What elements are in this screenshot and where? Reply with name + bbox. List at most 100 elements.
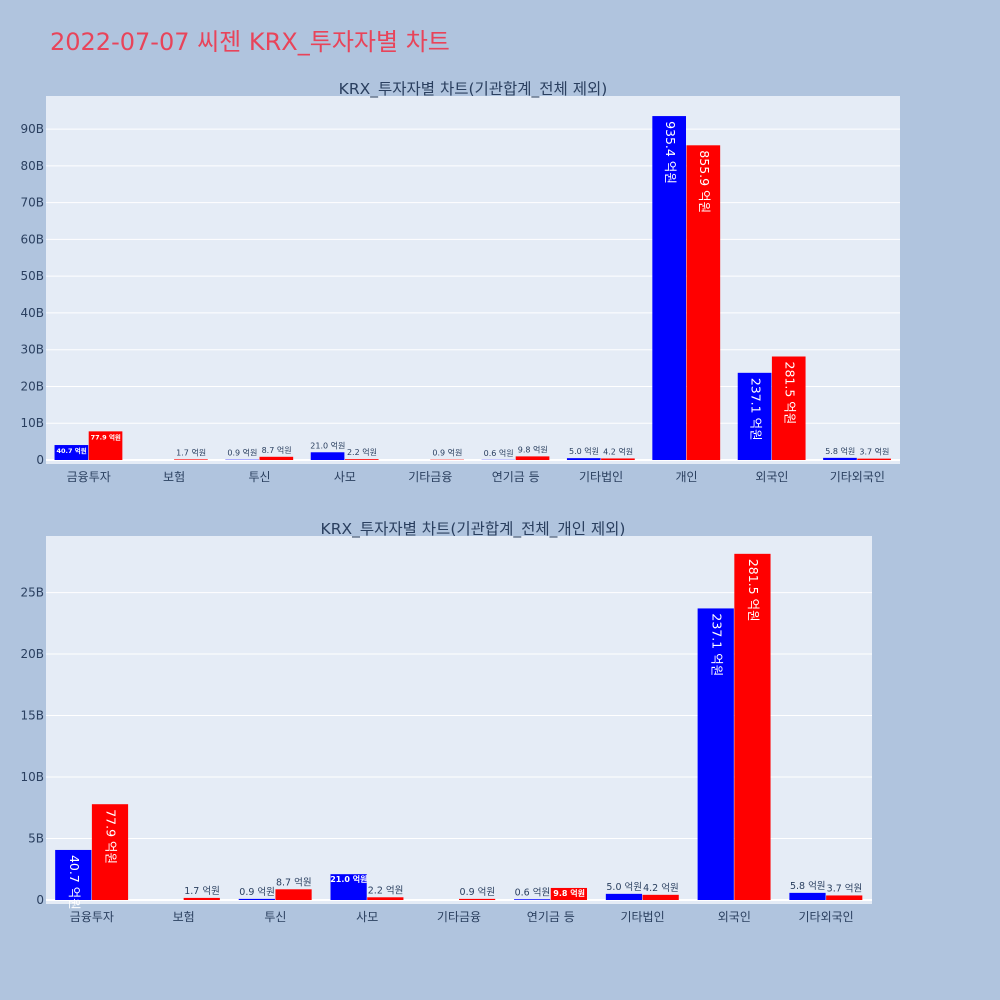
x-tick-label: 기타법인 bbox=[579, 470, 623, 484]
data-label: 9.8 억원 bbox=[553, 888, 585, 898]
bar bbox=[344, 459, 379, 460]
y-tick-label: 20B bbox=[20, 647, 44, 661]
data-label: 281.5 억원 bbox=[746, 559, 761, 622]
bar bbox=[91, 804, 129, 900]
data-label: 5.8 억원 bbox=[825, 446, 855, 456]
y-tick-label: 10B bbox=[20, 770, 44, 784]
data-label: 5.8 억원 bbox=[790, 880, 826, 892]
y-tick-label: 0 bbox=[36, 893, 44, 907]
bar bbox=[275, 889, 312, 900]
x-tick-label: 금융투자 bbox=[67, 470, 111, 484]
data-label: 0.6 억원 bbox=[484, 448, 514, 458]
bar bbox=[515, 456, 550, 460]
data-label: 8.7 억원 bbox=[276, 876, 312, 888]
y-tick-label: 15B bbox=[20, 709, 44, 723]
data-label: 9.8 억원 bbox=[518, 444, 548, 454]
data-label: 5.0 억원 bbox=[606, 881, 642, 893]
chart-bottom: KRX_투자자별 차트(기관합계_전체_개인 제외) 40.7 억원 77.9 억… bbox=[20, 520, 872, 924]
x-tick-label: 금융투자 bbox=[70, 910, 114, 924]
page-title: 2022-07-07 씨젠 KRX_투자자별 차트 bbox=[50, 28, 450, 56]
x-tick-label: 보험 bbox=[163, 470, 185, 484]
bar bbox=[174, 459, 208, 460]
bar bbox=[54, 445, 89, 460]
y-tick-label: 80B bbox=[20, 159, 44, 173]
data-label: 0.9 억원 bbox=[227, 448, 257, 458]
data-label: 40.7 억원 bbox=[56, 446, 86, 455]
data-label: 5.0 억원 bbox=[569, 446, 599, 456]
y-tick-label: 40B bbox=[20, 306, 44, 320]
data-label: 40.7 억원 bbox=[67, 855, 82, 910]
bar bbox=[823, 457, 857, 460]
y-tick-label: 60B bbox=[20, 232, 44, 246]
x-tick-label: 외국인 bbox=[755, 470, 788, 484]
data-label: 77.9 억원 bbox=[91, 432, 121, 441]
x-tick-label: 연기금 등 bbox=[492, 470, 540, 484]
x-tick-label: 개인 bbox=[675, 470, 697, 484]
bar bbox=[330, 874, 367, 900]
x-tick-label: 보험 bbox=[173, 910, 195, 924]
data-label: 0.9 억원 bbox=[460, 886, 496, 898]
data-label: 0.6 억원 bbox=[515, 886, 551, 898]
chart-title: KRX_투자자별 차트(기관합계_전체_개인 제외) bbox=[321, 520, 626, 539]
bar bbox=[789, 892, 826, 900]
data-label: 8.7 억원 bbox=[262, 445, 292, 455]
bar bbox=[605, 893, 643, 900]
bar bbox=[642, 894, 679, 900]
bar bbox=[459, 898, 496, 900]
chart-top: KRX_투자자별 차트(기관합계_전체 제외) 40.7 억원 77.9 억원 1.… bbox=[20, 80, 900, 484]
x-tick-label: 사모 bbox=[334, 470, 356, 484]
data-label: 1.7 억원 bbox=[176, 447, 206, 457]
bar bbox=[652, 116, 686, 461]
x-tick-label: 기타법인 bbox=[620, 910, 664, 924]
data-label: 3.7 억원 bbox=[859, 447, 889, 457]
data-label: 3.7 억원 bbox=[827, 882, 863, 894]
data-label: 2.2 억원 bbox=[347, 447, 377, 457]
bar bbox=[771, 356, 806, 460]
y-tick-label: 30B bbox=[20, 343, 44, 357]
bar bbox=[183, 897, 220, 900]
y-tick-label: 10B bbox=[20, 416, 44, 430]
y-tick-label: 0 bbox=[36, 453, 44, 467]
bar bbox=[55, 849, 92, 900]
bar bbox=[88, 431, 123, 460]
data-label: 237.1 억원 bbox=[709, 613, 724, 676]
bar bbox=[259, 456, 294, 460]
bar bbox=[601, 458, 635, 460]
bar bbox=[566, 458, 601, 460]
y-tick-label: 50B bbox=[20, 269, 44, 283]
data-label: 2.2 억원 bbox=[368, 884, 404, 896]
y-tick-label: 5B bbox=[28, 832, 44, 846]
chart-title: KRX_투자자별 차트(기관합계_전체 제외) bbox=[339, 80, 608, 99]
data-label: 4.2 억원 bbox=[643, 882, 679, 894]
bar bbox=[737, 372, 772, 460]
bar bbox=[514, 899, 551, 900]
bar bbox=[310, 452, 345, 460]
x-tick-label: 외국인 bbox=[718, 910, 751, 924]
x-tick-label: 연기금 등 bbox=[527, 910, 575, 924]
y-tick-label: 70B bbox=[20, 196, 44, 210]
x-tick-label: 기타금융 bbox=[437, 910, 481, 924]
data-label: 21.0 억원 bbox=[330, 874, 367, 884]
data-label: 4.2 억원 bbox=[603, 446, 633, 456]
bar bbox=[697, 608, 734, 900]
y-tick-label: 90B bbox=[20, 122, 44, 136]
bar bbox=[550, 887, 587, 900]
y-tick-label: 25B bbox=[20, 586, 44, 600]
bar bbox=[857, 458, 891, 460]
x-tick-label: 사모 bbox=[356, 910, 378, 924]
x-tick-label: 투신 bbox=[248, 470, 270, 484]
bar bbox=[686, 145, 721, 460]
data-label: 1.7 억원 bbox=[184, 885, 220, 897]
data-label: 935.4 억원 bbox=[663, 121, 678, 184]
x-tick-label: 기타금융 bbox=[408, 470, 452, 484]
data-label: 0.9 억원 bbox=[432, 448, 462, 458]
bar bbox=[238, 898, 275, 900]
x-tick-label: 투신 bbox=[264, 910, 286, 924]
bar bbox=[367, 897, 404, 900]
x-tick-label: 기타외국인 bbox=[799, 910, 854, 924]
data-label: 77.9 억원 bbox=[104, 809, 119, 864]
data-label: 855.9 억원 bbox=[697, 150, 712, 213]
data-label: 21.0 억원 bbox=[310, 440, 345, 450]
data-label: 237.1 억원 bbox=[748, 378, 763, 441]
data-label: 281.5 억원 bbox=[782, 361, 797, 424]
